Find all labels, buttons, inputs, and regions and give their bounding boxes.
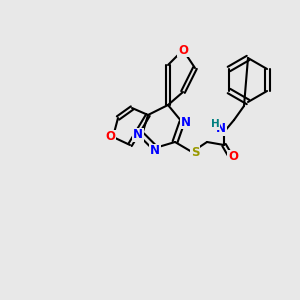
Text: N: N <box>133 128 143 142</box>
Text: N: N <box>216 122 226 136</box>
Text: N: N <box>150 145 160 158</box>
Text: O: O <box>178 44 188 56</box>
Text: N: N <box>181 116 191 128</box>
Text: O: O <box>228 151 238 164</box>
Text: H: H <box>211 119 219 129</box>
Text: O: O <box>105 130 115 143</box>
Text: S: S <box>191 146 199 158</box>
